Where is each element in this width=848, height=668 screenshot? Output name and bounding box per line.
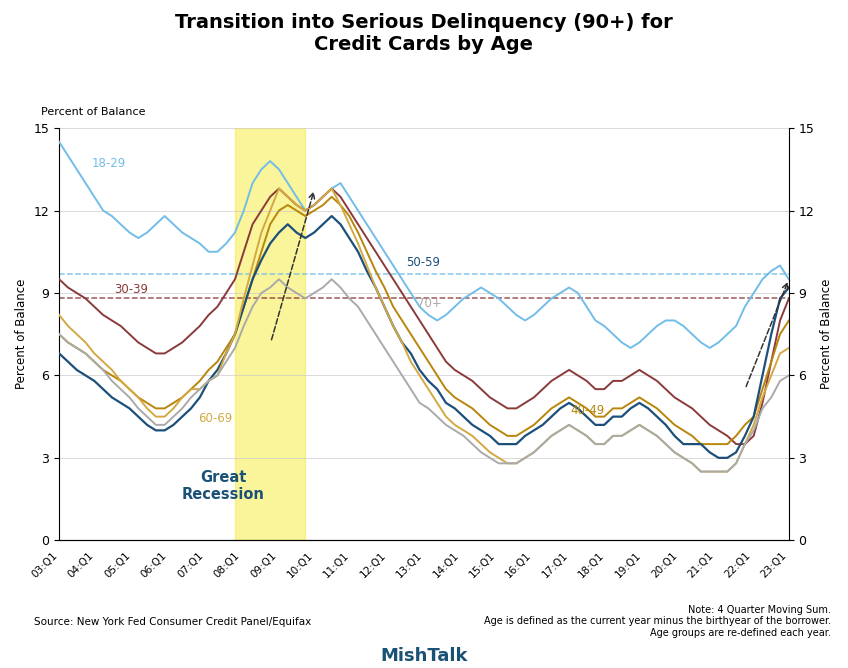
Y-axis label: Percent of Balance: Percent of Balance bbox=[820, 279, 833, 389]
Bar bbox=[235, 128, 305, 540]
Text: 50-59: 50-59 bbox=[405, 255, 440, 269]
Text: Transition into Serious Delinquency (90+) for
Credit Cards by Age: Transition into Serious Delinquency (90+… bbox=[176, 13, 672, 54]
Text: Source: New York Fed Consumer Credit Panel/Equifax: Source: New York Fed Consumer Credit Pan… bbox=[34, 617, 311, 627]
Y-axis label: Percent of Balance: Percent of Balance bbox=[15, 279, 28, 389]
Text: Percent of Balance: Percent of Balance bbox=[41, 107, 145, 117]
Text: 18-29: 18-29 bbox=[92, 156, 126, 170]
Text: 40-49: 40-49 bbox=[570, 404, 604, 417]
Text: 70+: 70+ bbox=[416, 297, 442, 310]
Text: MishTalk: MishTalk bbox=[380, 647, 468, 665]
Text: Great
Recession: Great Recession bbox=[182, 470, 265, 502]
Text: 60-69: 60-69 bbox=[198, 412, 232, 425]
Text: Note: 4 Quarter Moving Sum.
Age is defined as the current year minus the birthye: Note: 4 Quarter Moving Sum. Age is defin… bbox=[484, 605, 831, 638]
Text: 30-39: 30-39 bbox=[114, 283, 148, 296]
